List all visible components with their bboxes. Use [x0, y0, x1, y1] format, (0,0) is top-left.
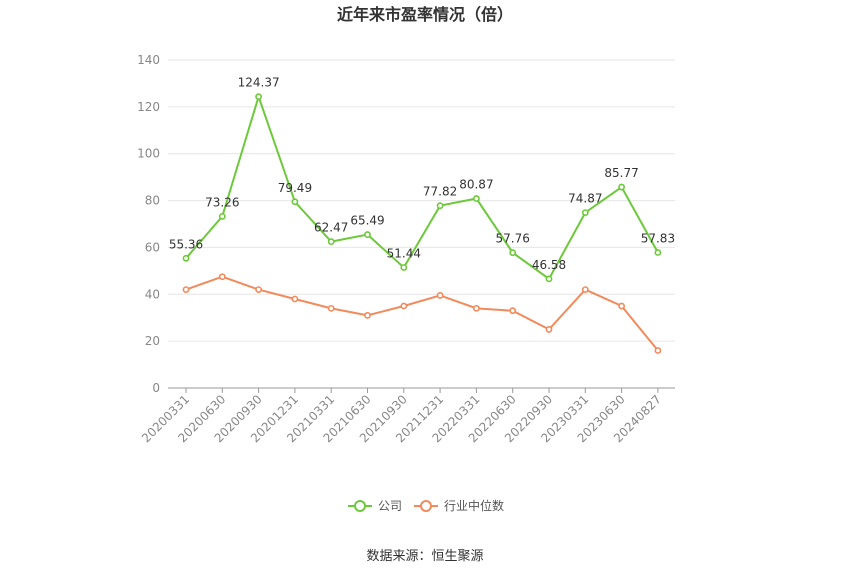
- data-label: 51.44: [387, 246, 421, 260]
- y-tick-label: 40: [145, 287, 160, 301]
- legend-marker-1: [420, 500, 432, 512]
- y-tick-label: 20: [145, 334, 160, 348]
- series-0-point: [400, 264, 408, 271]
- y-tick-label: 0: [152, 381, 160, 395]
- data-label: 74.87: [568, 192, 602, 206]
- y-tick-label: 80: [145, 194, 160, 208]
- data-label: 57.83: [641, 232, 675, 246]
- series-1-point: [400, 302, 408, 310]
- data-label: 80.87: [459, 178, 493, 192]
- legend-label-1: 行业中位数: [444, 498, 504, 513]
- series-1-point: [364, 311, 371, 319]
- series-0-point: [182, 254, 190, 262]
- series-line-0: [185, 93, 659, 281]
- series-0-point: [218, 212, 226, 220]
- y-tick-label: 60: [145, 240, 160, 254]
- series-0-point: [654, 249, 662, 256]
- series-0-point: [618, 183, 625, 191]
- series-line-1: [185, 275, 659, 352]
- data-label: 73.26: [205, 195, 239, 209]
- series-0-point: [581, 209, 589, 216]
- y-tick-label: 140: [137, 53, 160, 67]
- y-tick-label: 120: [137, 100, 160, 114]
- y-tick-label: 100: [137, 147, 160, 161]
- data-label: 79.49: [278, 181, 312, 195]
- legend: 公司 行业中位数: [348, 498, 504, 513]
- series-0-point: [472, 195, 480, 202]
- series-1-point: [618, 302, 625, 310]
- data-label: 57.76: [496, 232, 530, 246]
- grid-lines: [168, 59, 675, 342]
- series-1-point: [182, 286, 190, 293]
- data-label: 62.47: [314, 221, 348, 235]
- data-label: 65.49: [350, 214, 384, 228]
- series-0-point: [291, 198, 299, 206]
- series-1-point: [327, 304, 335, 312]
- series-1-point: [472, 304, 480, 312]
- legend-label-0: 公司: [378, 499, 402, 513]
- chart-title: 近年来市盈率情况（倍）: [337, 5, 513, 24]
- series-0-point: [436, 202, 444, 210]
- series-1-point: [436, 292, 444, 299]
- series-1-point: [654, 347, 662, 354]
- series-0-point: [509, 249, 517, 257]
- data-label: 77.82: [423, 185, 457, 199]
- series-0-point: [255, 93, 262, 101]
- series-layer: [182, 93, 662, 354]
- series-1-point: [509, 307, 517, 315]
- series-0-point: [545, 275, 553, 283]
- data-label: 124.37: [238, 76, 280, 90]
- legend-marker-0: [354, 500, 366, 512]
- series-1-point: [581, 286, 589, 293]
- data-label: 85.77: [604, 166, 638, 180]
- series-1-point: [255, 286, 262, 293]
- series-1-point: [291, 295, 299, 303]
- data-label: 55.36: [169, 237, 203, 251]
- series-1-point: [545, 326, 553, 333]
- data-source: 数据来源：恒生聚源: [366, 549, 483, 564]
- series-0-point: [364, 231, 371, 238]
- series-0-point: [327, 238, 335, 246]
- series-1-point: [218, 273, 226, 281]
- data-label: 46.58: [532, 258, 566, 272]
